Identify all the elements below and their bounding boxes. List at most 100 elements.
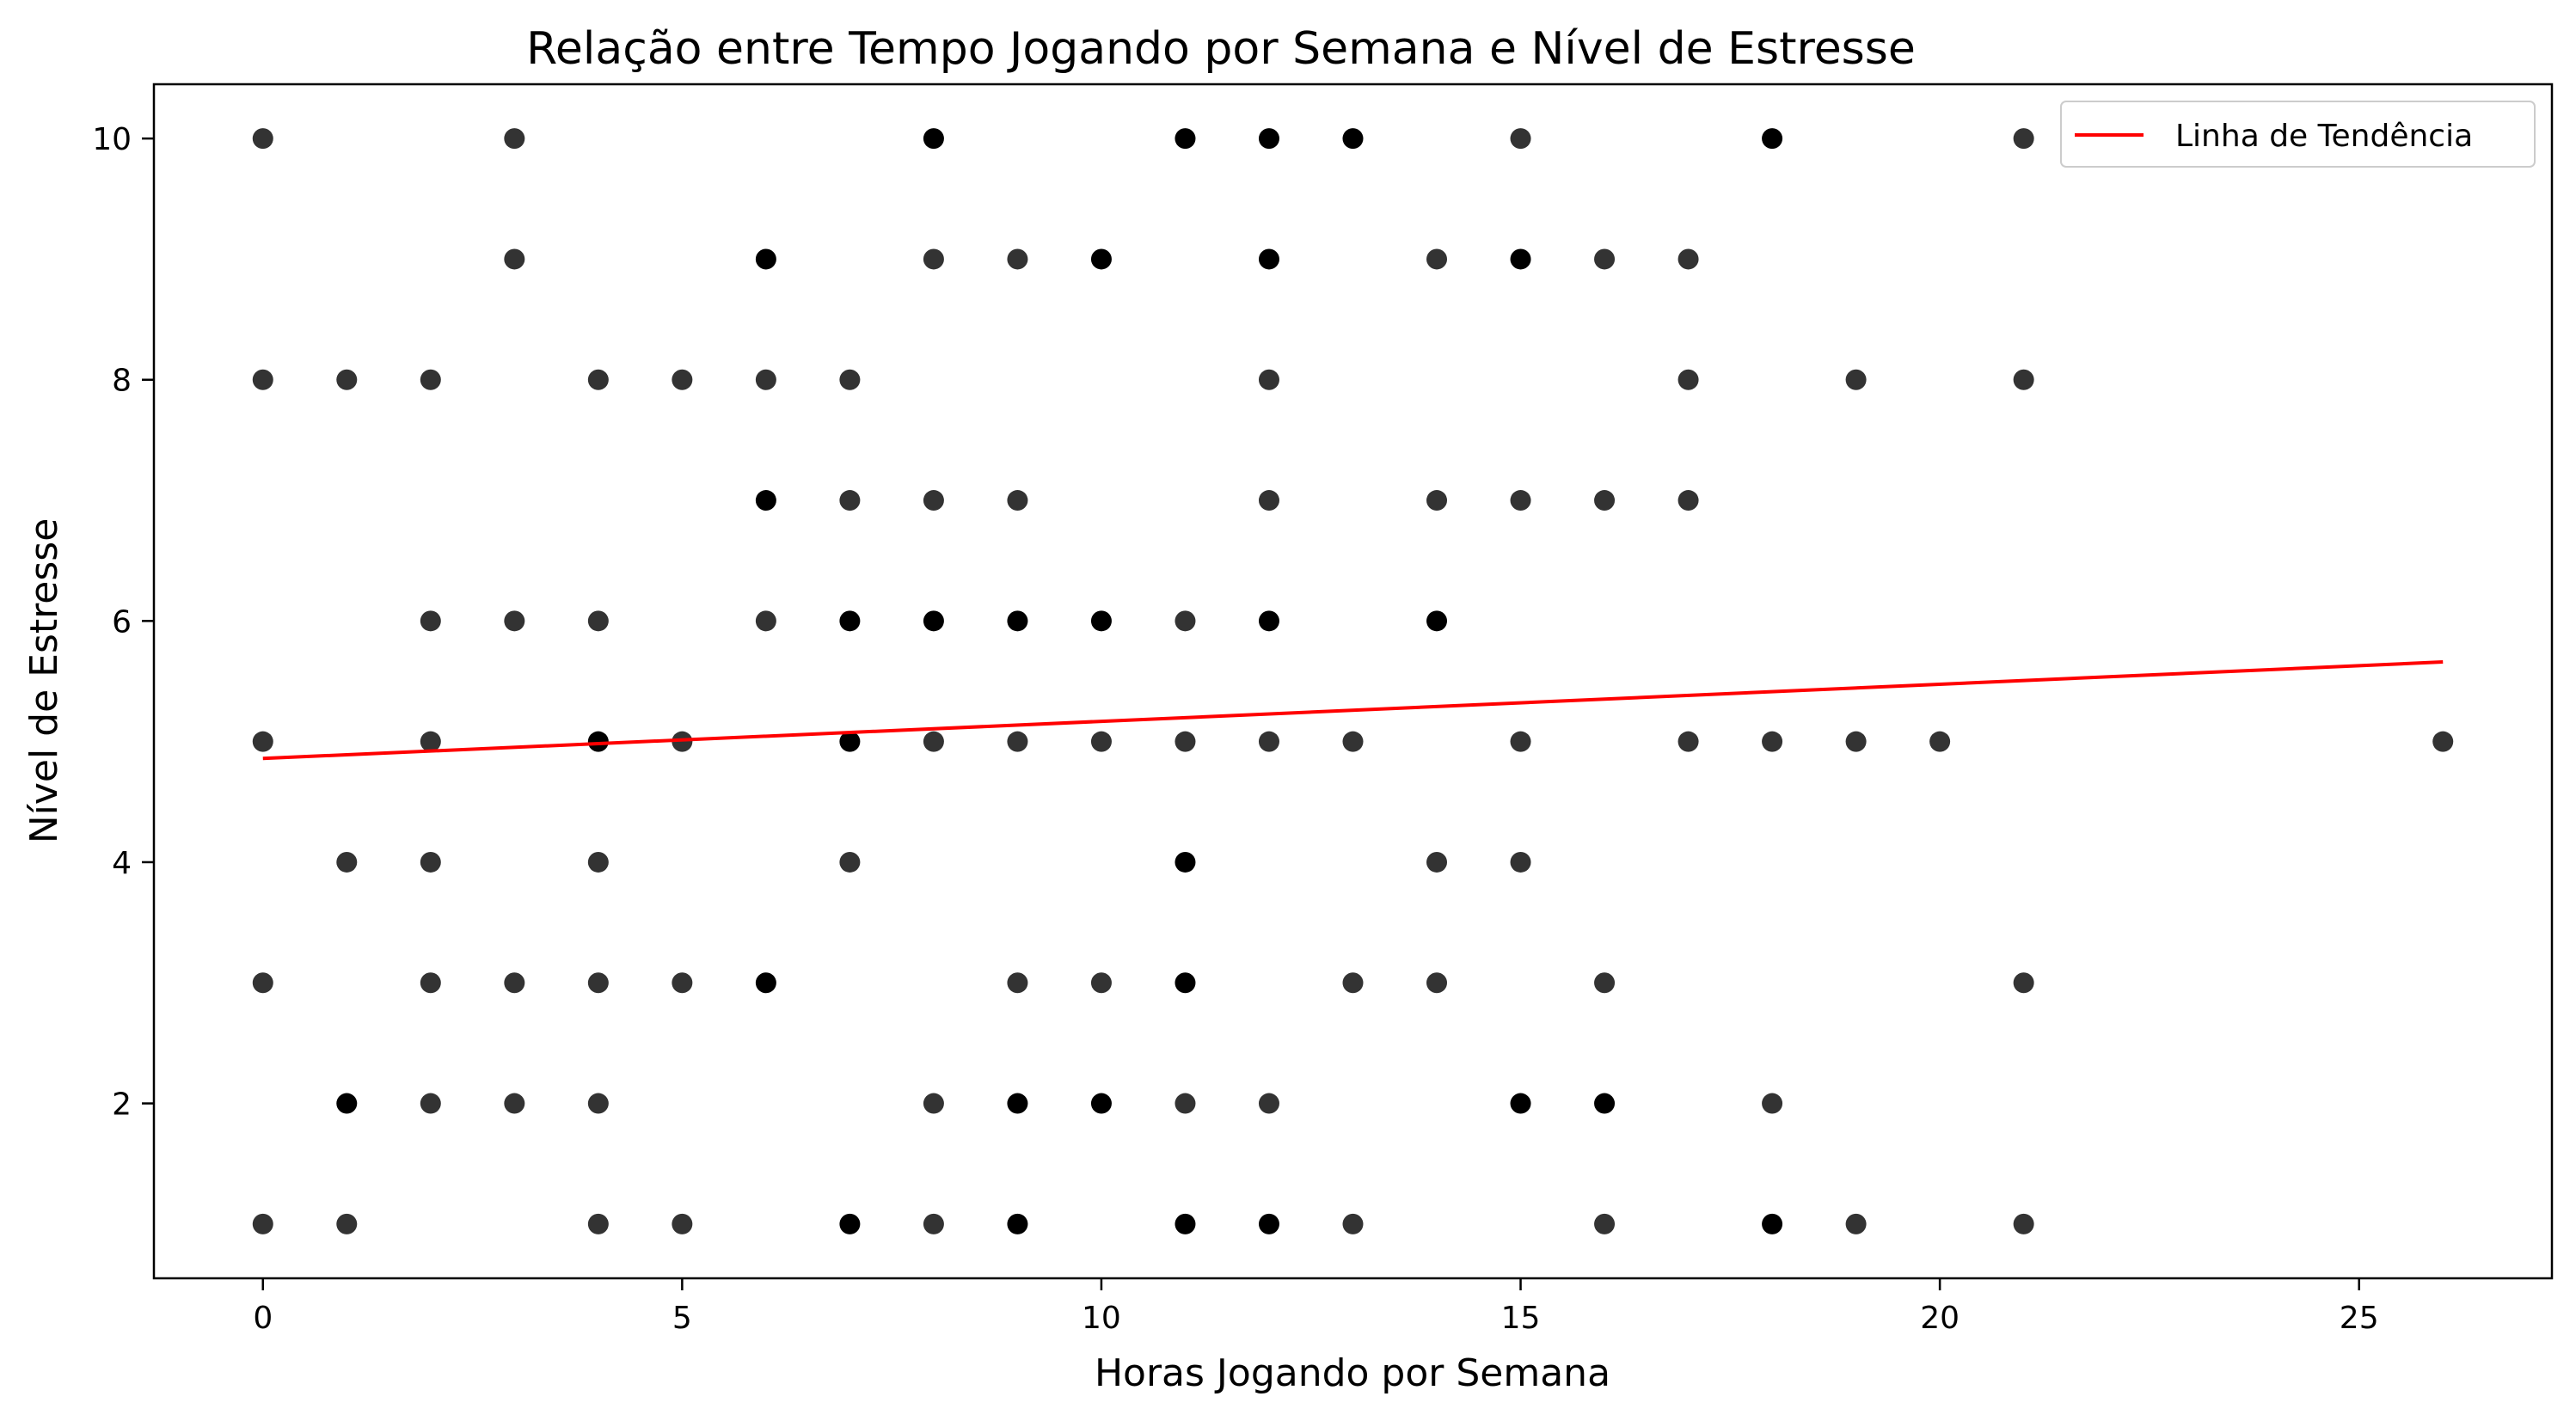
data-point (1594, 248, 1616, 270)
data-point (839, 851, 861, 873)
data-point (252, 1213, 273, 1234)
data-point (839, 610, 861, 632)
data-point (839, 369, 861, 390)
data-point (1258, 731, 1279, 752)
chart-title: Relação entre Tempo Jogando por Semana e… (526, 23, 1916, 75)
data-point (587, 1093, 609, 1114)
data-point (1007, 248, 1028, 270)
data-point (1007, 731, 1028, 752)
data-point (1258, 490, 1279, 511)
data-point (1007, 610, 1028, 632)
data-point (1342, 972, 1364, 994)
data-point (504, 972, 525, 994)
data-point (755, 369, 776, 390)
data-point (1594, 490, 1616, 511)
data-point (1175, 1093, 1196, 1114)
points-layer (252, 128, 2454, 1234)
data-point (1007, 490, 1028, 511)
data-point (923, 128, 944, 150)
data-point (2013, 369, 2034, 390)
data-point (336, 1213, 358, 1234)
data-point (1258, 1213, 1279, 1234)
data-point (2013, 128, 2034, 150)
data-point (1258, 369, 1279, 390)
x-tick-label: 0 (253, 1301, 273, 1336)
data-point (1258, 248, 1279, 270)
data-point (336, 851, 358, 873)
data-point (1426, 490, 1448, 511)
data-point (839, 490, 861, 511)
data-point (420, 369, 441, 390)
data-point (839, 1213, 861, 1234)
data-point (923, 490, 944, 511)
y-axis-label: Nível de Estresse (22, 518, 66, 844)
data-point (1845, 1213, 1867, 1234)
data-point (1007, 972, 1028, 994)
data-point (923, 1213, 944, 1234)
data-point (420, 731, 441, 752)
y-tick-label: 2 (112, 1087, 132, 1123)
data-point (587, 1213, 609, 1234)
legend-label-trend: Linha de Tendência (2175, 119, 2473, 154)
data-point (420, 972, 441, 994)
data-point (587, 972, 609, 994)
data-point (755, 248, 776, 270)
data-point (1594, 1213, 1616, 1234)
data-point (1090, 610, 1112, 632)
data-point (1175, 972, 1196, 994)
data-point (672, 1213, 693, 1234)
trend-layer (262, 660, 2444, 761)
data-point (336, 1093, 358, 1114)
y-tick-label: 6 (112, 604, 132, 640)
y-tick-label: 8 (112, 364, 132, 399)
data-point (1929, 731, 1951, 752)
data-point (1007, 1213, 1028, 1234)
data-point (252, 731, 273, 752)
x-tick-label: 5 (672, 1301, 692, 1336)
data-point (1677, 731, 1699, 752)
data-point (420, 851, 441, 873)
data-point (420, 1093, 441, 1114)
data-point (2432, 731, 2454, 752)
data-point (923, 248, 944, 270)
data-point (1342, 128, 1364, 150)
data-point (1342, 731, 1364, 752)
data-point (252, 972, 273, 994)
data-point (1677, 490, 1699, 511)
data-point (504, 610, 525, 632)
x-tick-label: 20 (1920, 1301, 1960, 1336)
data-point (336, 369, 358, 390)
plot-frame (152, 83, 2554, 1280)
data-point (1426, 851, 1448, 873)
data-point (755, 490, 776, 511)
data-point (1510, 731, 1531, 752)
data-point (1090, 1093, 1112, 1114)
data-point (1258, 610, 1279, 632)
x-tick-label: 25 (2340, 1301, 2379, 1336)
data-point (2013, 1213, 2034, 1234)
data-point (1175, 128, 1196, 150)
data-point (1426, 972, 1448, 994)
data-point (1510, 851, 1531, 873)
data-point (252, 369, 273, 390)
data-point (1510, 248, 1531, 270)
data-point (420, 610, 441, 632)
data-point (672, 369, 693, 390)
data-point (1762, 1093, 1783, 1114)
data-point (1510, 490, 1531, 511)
data-point (1594, 1093, 1616, 1114)
x-tick-label: 15 (1501, 1301, 1541, 1336)
data-point (587, 369, 609, 390)
y-tick-label: 4 (112, 846, 132, 881)
y-tick-label: 10 (92, 122, 132, 157)
data-point (1258, 128, 1279, 150)
data-point (1007, 1093, 1028, 1114)
data-point (1510, 1093, 1531, 1114)
data-point (1762, 731, 1783, 752)
data-point (1762, 128, 1783, 150)
data-point (1845, 369, 1867, 390)
data-point (1426, 248, 1448, 270)
data-point (923, 731, 944, 752)
data-point (252, 128, 273, 150)
